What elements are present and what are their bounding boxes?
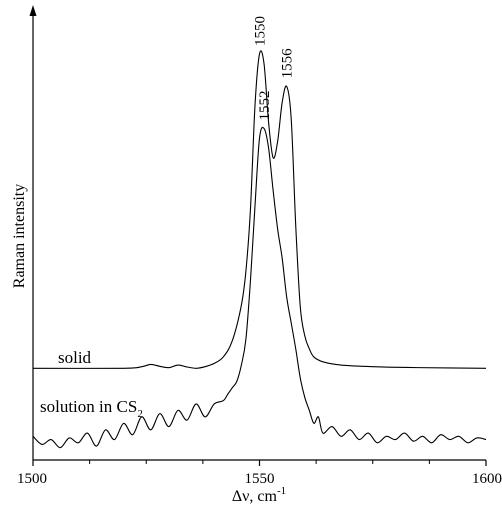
y-axis-arrow bbox=[29, 5, 37, 16]
annotation-1550: 1550 bbox=[253, 16, 269, 46]
x-axis-label-text: Δν, cm bbox=[232, 488, 278, 505]
series-label-solution-sub: 2 bbox=[137, 408, 143, 420]
x-tick-label-1500: 1500 bbox=[17, 471, 47, 487]
annotation-1552: 1552 bbox=[257, 91, 273, 121]
series-lines bbox=[32, 50, 487, 449]
y-axis-label: Raman intensity bbox=[11, 184, 28, 288]
x-ticks bbox=[32, 460, 487, 466]
series-label-solution-text: solution in CS bbox=[40, 397, 137, 416]
x-tick-label-1550: 1550 bbox=[245, 471, 275, 487]
series-line-solid bbox=[32, 50, 487, 369]
series-label-solution: solution in CS2 bbox=[40, 397, 143, 420]
x-tick-label-1600: 1600 bbox=[472, 471, 502, 487]
series-line-solution bbox=[32, 126, 487, 449]
x-tick-labels: 1500 1550 1600 bbox=[17, 471, 502, 487]
x-axis-label: Δν, cm-1 bbox=[232, 485, 286, 505]
annotations: 1550 1556 1552 bbox=[253, 16, 296, 121]
x-axis-label-sup: -1 bbox=[277, 485, 286, 497]
series-label-solid: solid bbox=[58, 348, 92, 367]
annotation-1556: 1556 bbox=[280, 48, 296, 79]
